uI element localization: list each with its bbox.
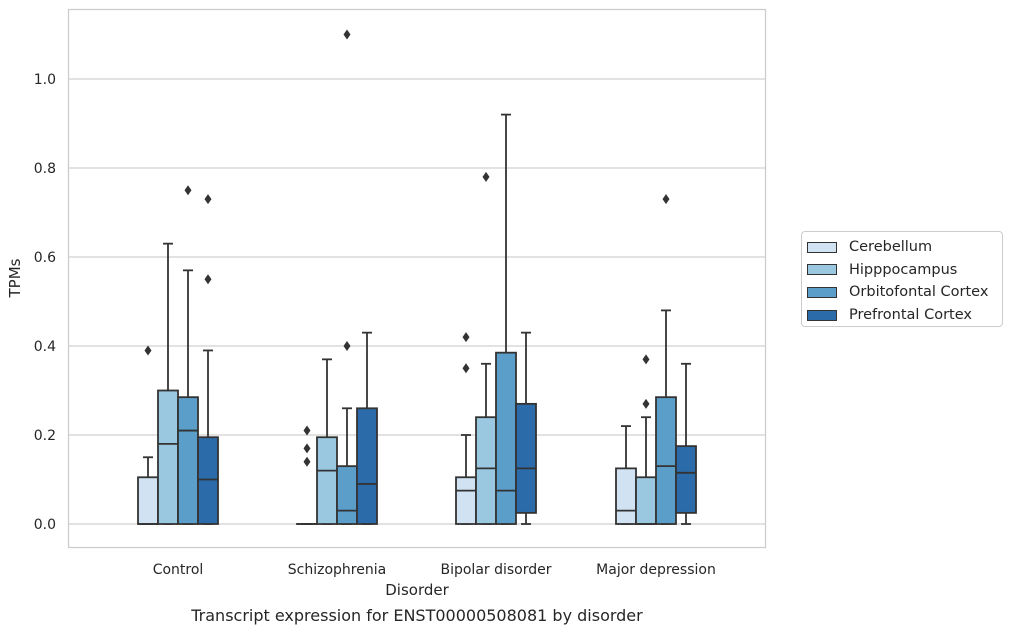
outlier-point — [343, 341, 351, 351]
outlier-point — [462, 332, 470, 343]
x-tick-label: Schizophrenia — [288, 562, 386, 578]
y-tick-labels: 0.0 0.2 0.4 0.6 0.8 1.0 — [34, 72, 56, 533]
box-body — [655, 396, 677, 525]
box-body — [455, 476, 477, 525]
outlier-point — [662, 194, 670, 205]
box — [177, 185, 199, 525]
box-body — [475, 416, 497, 525]
box — [157, 242, 179, 525]
box — [296, 425, 318, 525]
box — [475, 171, 497, 525]
box-body — [137, 476, 159, 525]
legend-label: Cerebellum — [849, 239, 933, 256]
box — [197, 194, 219, 525]
x-tick-labels: Control Schizophrenia Bipolar disorder Majo… — [153, 562, 716, 578]
box-body — [515, 402, 537, 514]
box — [455, 332, 477, 525]
y-tick-label: 0.0 — [34, 517, 56, 533]
outlier-point — [303, 456, 311, 467]
box-body — [336, 465, 358, 525]
legend-item: Orbitofontal Cortex — [807, 281, 1002, 304]
y-axis-title: TPMs — [6, 258, 24, 298]
legend-item: Prefrontal Cortex — [807, 304, 1002, 327]
y-tick-label: 1.0 — [34, 72, 56, 88]
box-body — [635, 476, 657, 525]
box-body — [615, 467, 637, 525]
box-series — [137, 29, 697, 525]
outlier-point — [184, 185, 192, 196]
legend-label: Prefrontal Cortex — [849, 307, 972, 324]
box-body — [495, 351, 517, 525]
chart-caption: Transcript expression for ENST0000050808… — [191, 606, 643, 625]
box-body — [675, 445, 697, 514]
outlier-point — [303, 425, 311, 436]
y-tick-label: 0.2 — [34, 428, 56, 444]
outlier-point — [482, 171, 490, 182]
outlier-point — [303, 443, 311, 454]
outlier-point — [204, 274, 212, 285]
outlier-point — [642, 354, 650, 365]
legend-label: Orbitofontal Cortex — [849, 284, 989, 301]
legend-swatch — [807, 264, 837, 276]
x-axis-title: Disorder — [385, 581, 449, 599]
legend-label: Hipppocampus — [849, 261, 958, 278]
legend-swatch — [807, 286, 837, 298]
box — [615, 425, 637, 525]
box — [137, 345, 159, 525]
legend-item: Cerebellum — [807, 236, 1002, 259]
box — [515, 331, 537, 525]
box — [495, 113, 517, 525]
outlier-point — [462, 363, 470, 374]
outlier-point — [343, 29, 351, 40]
y-tick-label: 0.6 — [34, 250, 56, 266]
box — [675, 362, 697, 525]
box-body — [316, 436, 338, 525]
box — [336, 29, 358, 525]
x-tick-label: Control — [153, 562, 204, 578]
box-body — [197, 436, 219, 525]
legend-swatch — [807, 241, 837, 253]
x-tick-label: Bipolar disorder — [440, 562, 551, 578]
outlier-point — [204, 194, 212, 205]
box-body — [356, 407, 378, 525]
box — [356, 331, 378, 525]
outlier-point — [144, 345, 152, 356]
box — [635, 354, 657, 525]
box-body — [157, 389, 179, 525]
legend: Cerebellum Hipppocampus Orbitofontal Cor… — [801, 231, 1003, 327]
y-tick-label: 0.4 — [34, 339, 56, 355]
outlier-point — [642, 398, 650, 409]
y-tick-label: 0.8 — [34, 161, 56, 177]
legend-swatch — [807, 309, 837, 321]
box — [655, 194, 677, 525]
x-tick-label: Major depression — [596, 562, 716, 578]
legend-item: Hipppocampus — [807, 259, 1002, 282]
plot-frame — [67, 8, 767, 549]
box — [316, 358, 338, 525]
box-body — [177, 396, 199, 525]
